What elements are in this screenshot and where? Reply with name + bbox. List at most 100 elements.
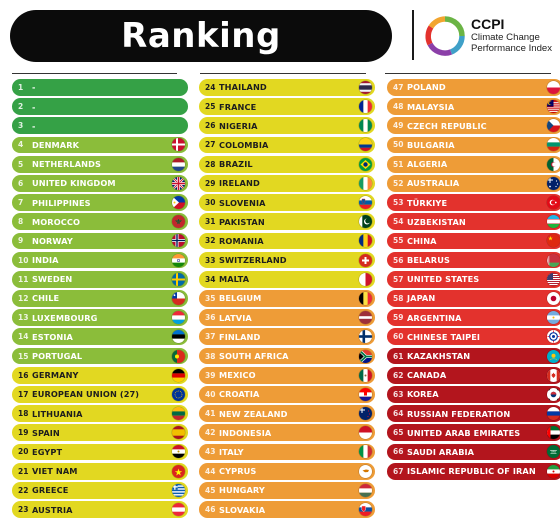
australia-flag-icon (547, 176, 560, 190)
page-title: Ranking (10, 10, 392, 62)
country-name: NORWAY (32, 235, 73, 246)
rank-number: 34 (205, 274, 216, 284)
egypt-flag-icon (172, 445, 185, 459)
ranking-row: 28 BRAZIL (199, 155, 375, 173)
ranking-row: 37 FINLAND (199, 328, 375, 346)
ranking-row: 58 JAPAN (387, 290, 560, 307)
ranking-row: 19 SPAIN (12, 424, 188, 442)
rank-number: 46 (205, 505, 216, 515)
rank-number: 16 (18, 370, 29, 380)
morocco-flag-icon (172, 215, 185, 229)
country-name: SLOVENIA (219, 197, 266, 208)
cyprus-flag-icon (359, 464, 372, 478)
ranking-column-3: 47 POLAND 48 MALAYSIA 49 CZECH REPUBLIC 50 BULG… (387, 79, 560, 482)
ranking-row: 1- (12, 79, 188, 96)
ranking-row: 40 CROATIA (199, 386, 375, 403)
rank-number: 18 (18, 409, 29, 419)
rank-number: 31 (205, 217, 216, 227)
rank-number: 42 (205, 428, 216, 438)
country-name: RUSSIAN FEDERATION (407, 408, 511, 419)
austria-flag-icon (172, 503, 185, 517)
rank-number: 22 (18, 485, 29, 495)
country-name: HUNGARY (219, 485, 265, 496)
country-name: PAKISTAN (219, 216, 265, 227)
rank-number: 43 (205, 447, 216, 457)
rank-number: 56 (393, 255, 404, 265)
country-name: ISLAMIC REPUBLIC OF IRAN (407, 466, 536, 477)
rank-number: 17 (18, 389, 29, 399)
ranking-row: 63 KOREA (387, 386, 560, 403)
ranking-row: 23 AUSTRIA (12, 501, 188, 518)
ranking-row: 56 BELARUS (387, 251, 560, 269)
ranking-row: 60 CHINESE TAIPEI (387, 328, 560, 346)
country-name: NIGERIA (219, 120, 258, 131)
rank-number: 14 (18, 332, 29, 342)
rank-number: 27 (205, 140, 216, 150)
rank-number: 39 (205, 370, 216, 380)
kazakhstan-flag-icon (547, 349, 560, 363)
bulgaria-flag-icon (547, 138, 560, 152)
ranking-row: 38 SOUTH AFRICA (199, 347, 375, 365)
switzerland-flag-icon (359, 253, 372, 267)
malaysia-flag-icon (547, 100, 560, 114)
country-name: INDIA (32, 255, 59, 266)
country-name: CROATIA (219, 389, 260, 400)
logo-line-2: Performance Index (471, 43, 553, 54)
country-name: NETHERLANDS (32, 159, 101, 170)
rank-number: 5 (18, 159, 24, 169)
country-name: AUSTRIA (32, 504, 73, 515)
ranking-row: 48 MALAYSIA (387, 98, 560, 115)
belarus-flag-icon (547, 253, 560, 267)
rank-number: 54 (393, 217, 404, 227)
malta-flag-icon (359, 272, 372, 286)
country-name: PHILIPPINES (32, 197, 91, 208)
country-name: UNITED STATES (407, 274, 480, 285)
country-name: EGYPT (32, 446, 63, 457)
croatia-flag-icon (359, 387, 372, 401)
country-name: THAILAND (219, 82, 267, 93)
rank-number: 65 (393, 428, 404, 438)
rank-number: 35 (205, 293, 216, 303)
country-name: POLAND (407, 82, 446, 93)
newzealand-flag-icon (359, 407, 372, 421)
ranking-row: 65 UNITED ARAB EMIRATES (387, 424, 560, 442)
ranking-row: 52 AUSTRALIA (387, 174, 560, 192)
country-name: LUXEMBOURG (32, 312, 98, 323)
algeria-flag-icon (547, 157, 560, 171)
ranking-row: 66 SAUDI ARABIA SRB (387, 443, 560, 461)
ranking-row: 67 ISLAMIC REPUBLIC OF IRAN (387, 462, 560, 480)
ranking-row: 2- (12, 98, 188, 115)
rank-number: 40 (205, 389, 216, 399)
country-name: TÜRKIYE (407, 197, 448, 208)
ranking-row: 43 ITALY (199, 443, 375, 461)
spain-flag-icon (172, 426, 185, 440)
country-name: DENMARK (32, 139, 80, 150)
rank-number: 48 (393, 102, 404, 112)
uk-flag-icon (172, 176, 185, 190)
country-name: GREECE (32, 485, 69, 496)
ranking-row: 18 LITHUANIA (12, 405, 188, 422)
ranking-row: 20 EGYPT (12, 443, 188, 461)
japan-flag-icon (547, 291, 560, 305)
rank-number: 61 (393, 351, 404, 361)
slovakia-flag-icon (359, 503, 372, 517)
ranking-row: 13 LUXEMBOURG (12, 309, 188, 327)
rank-number: 28 (205, 159, 216, 169)
rank-number: 29 (205, 178, 216, 188)
rank-number: 30 (205, 198, 216, 208)
separator-right (385, 73, 551, 74)
canada-flag-icon (547, 368, 560, 382)
rank-number: 32 (205, 236, 216, 246)
ranking-row: 25 FRANCE (199, 98, 375, 115)
rank-number: 36 (205, 313, 216, 323)
country-name: UZBEKISTAN (407, 216, 466, 227)
country-name: SWITZERLAND (219, 255, 287, 266)
ranking-row: 10 INDIA (12, 251, 188, 269)
rank-number: 64 (393, 409, 404, 419)
indonesia-flag-icon (359, 426, 372, 440)
rank-number: 37 (205, 332, 216, 342)
ranking-row: 46 SLOVAKIA (199, 501, 375, 518)
country-name: JAPAN (407, 293, 436, 304)
separator-left (12, 73, 177, 74)
philippines-flag-icon (172, 196, 185, 210)
